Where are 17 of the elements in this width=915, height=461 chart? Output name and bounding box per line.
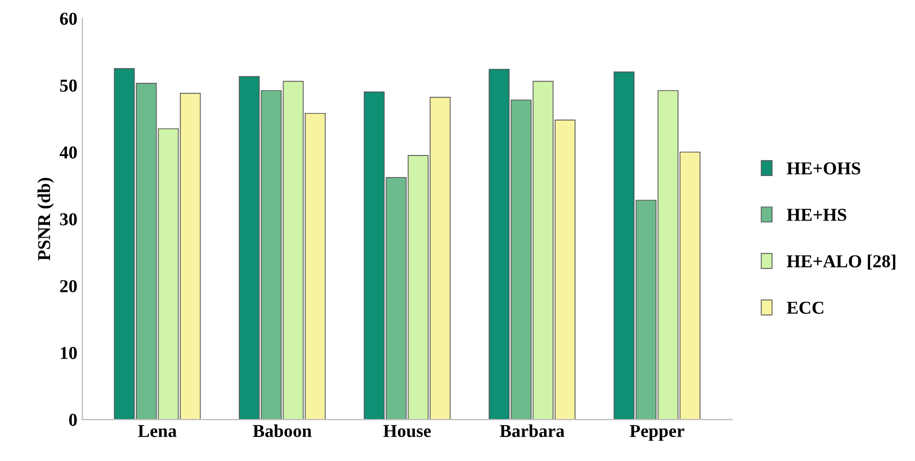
y-tick-label: 10 — [60, 346, 77, 360]
legend-label: HE+ALO [28] — [786, 254, 896, 270]
x-tick-label: Barbara — [500, 424, 564, 438]
y-tick-label: 30 — [60, 213, 77, 226]
y-tick-label: 0 — [69, 414, 77, 426]
y-tick-label: 40 — [60, 146, 77, 159]
legend-label: HE+HS — [786, 208, 846, 221]
x-tick-label: Baboon — [252, 424, 312, 438]
y-axis-title: PSNR (db) — [38, 178, 54, 261]
y-tick-label: 50 — [60, 80, 77, 92]
x-tick-label: Pepper — [630, 425, 684, 441]
y-tick-label: 20 — [60, 280, 77, 292]
x-tick-label: House — [383, 425, 431, 438]
x-tick-label: Lena — [138, 425, 177, 438]
y-tick-label: 60 — [60, 12, 77, 25]
legend-label: ECC — [786, 302, 824, 314]
legend-label: HE+OHS — [786, 162, 860, 174]
